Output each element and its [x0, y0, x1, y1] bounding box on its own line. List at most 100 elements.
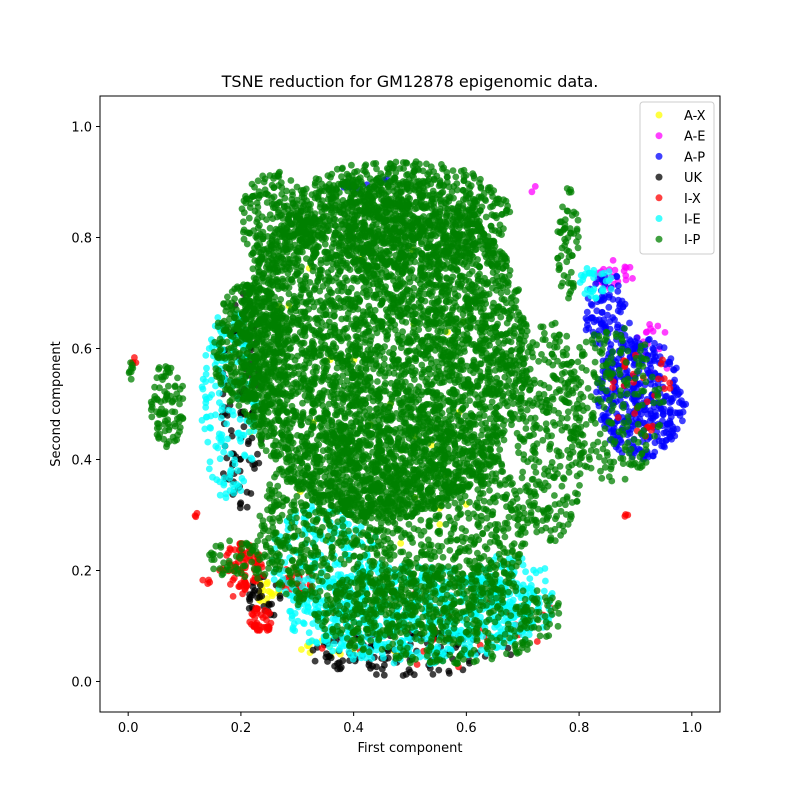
scatter-point: [243, 581, 251, 589]
scatter-point: [345, 648, 353, 655]
scatter-point: [631, 340, 639, 348]
scatter-point: [351, 651, 358, 659]
scatter-point: [226, 545, 234, 552]
scatter-point: [593, 307, 601, 315]
scatter-point: [666, 399, 674, 406]
scatter-point: [209, 473, 216, 481]
scatter-point: [607, 274, 615, 282]
scatter-point: [309, 646, 317, 654]
scatter-point: [613, 273, 621, 281]
scatter-point: [643, 328, 651, 336]
scatter-point: [654, 322, 662, 330]
scatter-point: [677, 388, 684, 396]
scatter-point: [650, 346, 657, 353]
scatter-point: [509, 596, 517, 604]
scatter-point: [604, 311, 611, 319]
scatter-point: [240, 423, 248, 431]
scatter-point: [202, 378, 210, 385]
scatter-point: [206, 424, 214, 431]
scatter-point: [238, 475, 246, 482]
scatter-point: [397, 539, 405, 547]
chart-title: TSNE reduction for GM12878 epigenomic da…: [221, 72, 599, 91]
scatter-point: [230, 486, 238, 493]
scatter-point: [445, 667, 453, 675]
scatter-point: [199, 576, 207, 584]
scatter-point: [226, 474, 234, 482]
scatter-point: [607, 285, 615, 293]
scatter-point: [224, 435, 231, 443]
scatter-point: [500, 296, 508, 304]
scatter-point: [503, 288, 511, 296]
scatter-point: [300, 620, 308, 628]
scatter-point: [591, 270, 598, 278]
scatter-point: [477, 646, 485, 654]
scatter-point: [237, 499, 245, 507]
scatter-points: [125, 158, 690, 679]
scatter-point: [373, 663, 380, 671]
scatter-point: [206, 458, 214, 466]
scatter-point: [373, 671, 380, 678]
scatter-point: [541, 565, 549, 572]
scatter-point: [223, 552, 231, 559]
scatter-point: [615, 296, 622, 304]
scatter-point: [243, 503, 251, 511]
scatter-point: [399, 672, 407, 679]
scatter-point: [533, 638, 541, 645]
scatter-point: [220, 481, 228, 489]
scatter-point: [652, 412, 660, 419]
scatter-point: [309, 620, 317, 627]
scatter-point: [227, 450, 235, 458]
scatter-point: [646, 335, 653, 343]
scatter-point: [303, 255, 310, 262]
scatter-point: [581, 290, 589, 297]
scatter-point: [624, 511, 632, 519]
scatter-point: [647, 364, 655, 372]
scatter-point: [216, 455, 224, 463]
scatter-point: [454, 292, 462, 300]
scatter-point: [633, 334, 641, 342]
scatter-point: [261, 623, 269, 631]
scatter-point: [435, 666, 443, 674]
scatter-point: [531, 183, 539, 190]
scatter-point: [649, 350, 657, 358]
scatter-point: [251, 622, 258, 630]
scatter-point: [413, 661, 421, 668]
scatter-point: [216, 491, 224, 499]
scatter-point: [609, 384, 617, 391]
scatter-point: [680, 401, 687, 409]
scatter-point: [577, 271, 585, 279]
scatter-point: [583, 308, 591, 316]
scatter-point: [588, 301, 596, 309]
scatter-point: [305, 638, 313, 646]
scatter-point: [206, 578, 214, 586]
scatter-point: [227, 468, 234, 476]
scatter-point: [215, 389, 223, 397]
scatter-point: [646, 407, 654, 414]
scatter-point: [606, 291, 613, 299]
scatter-point: [429, 671, 437, 678]
scatter-point: [220, 448, 228, 456]
scatter-point: [614, 282, 622, 289]
scatter-point: [496, 446, 504, 453]
scatter-point: [202, 370, 210, 378]
scatter-point: [229, 593, 237, 600]
scatter-point: [253, 605, 261, 613]
scatter-point: [614, 414, 622, 421]
scatter-point: [606, 318, 614, 325]
scatter-point: [263, 580, 271, 588]
scatter-point: [312, 638, 320, 646]
scatter-point: [236, 504, 244, 512]
scatter-point: [664, 420, 671, 428]
scatter-point: [373, 329, 381, 337]
scatter-point: [288, 615, 296, 622]
scatter-point: [592, 280, 599, 288]
scatter-point: [377, 367, 385, 375]
scatter-point: [512, 287, 520, 295]
scatter-point: [600, 269, 608, 277]
scatter-point: [248, 610, 256, 618]
scatter-point: [622, 368, 630, 376]
scatter-point: [670, 426, 677, 433]
scatter-point: [344, 369, 351, 377]
scatter-point: [373, 646, 380, 654]
scatter-point: [644, 423, 652, 431]
